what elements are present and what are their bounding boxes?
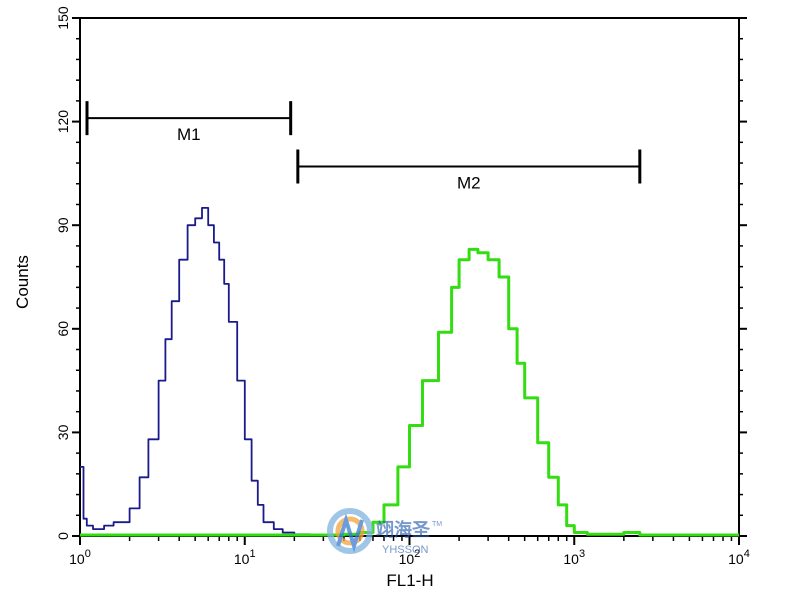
y-tick-label: 120 — [55, 110, 71, 134]
x-tick-label: 104 — [728, 548, 750, 567]
y-tick-label: 30 — [55, 424, 71, 440]
y-tick-label: 90 — [55, 217, 71, 233]
y-tick-label: 60 — [55, 321, 71, 337]
y-axis: 0 30 60 90 120 150 — [55, 6, 747, 540]
x-tick-label: 101 — [234, 548, 256, 567]
histogram-line-2 — [80, 247, 739, 537]
watermark-emblem-icon — [327, 508, 373, 554]
histogram-series — [80, 207, 739, 537]
x-axis: 100 101 102 103 104 — [69, 536, 750, 567]
x-tick-label: 103 — [563, 548, 585, 567]
marker-gates: M1 M2 — [85, 101, 642, 192]
histogram-line-1 — [80, 207, 324, 536]
x-tick-label: 100 — [69, 548, 91, 567]
marker-label: M2 — [457, 173, 481, 192]
y-axis-title: Counts — [13, 255, 32, 309]
y-tick-label: 150 — [55, 6, 71, 30]
watermark-trademark: TM — [432, 521, 442, 528]
watermark-name-cn: 翊海圣 — [376, 519, 431, 541]
watermark-logo: 翊海圣 TM YHSSON — [327, 508, 442, 556]
x-axis-title: FL1-H — [386, 571, 433, 590]
marker-label: M1 — [177, 125, 201, 144]
watermark-name-en: YHSSON — [382, 544, 429, 556]
y-tick-label: 0 — [55, 532, 71, 540]
x-tick-label: 102 — [399, 548, 421, 567]
